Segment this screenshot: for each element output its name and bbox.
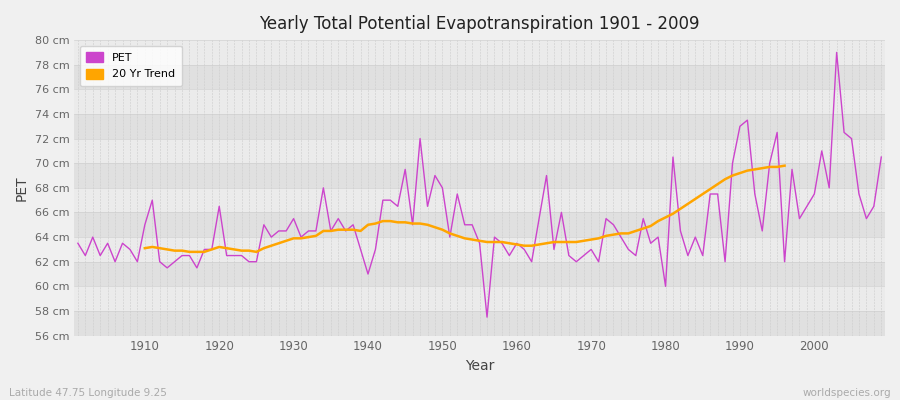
Text: Latitude 47.75 Longitude 9.25: Latitude 47.75 Longitude 9.25 bbox=[9, 388, 166, 398]
Bar bbox=[74, 114, 885, 139]
Bar bbox=[74, 237, 885, 262]
X-axis label: Year: Year bbox=[465, 359, 494, 373]
Bar bbox=[74, 139, 885, 163]
Legend: PET, 20 Yr Trend: PET, 20 Yr Trend bbox=[80, 46, 182, 86]
Text: worldspecies.org: worldspecies.org bbox=[803, 388, 891, 398]
PET bbox=[73, 241, 84, 246]
PET bbox=[876, 155, 886, 160]
Title: Yearly Total Potential Evapotranspiration 1901 - 2009: Yearly Total Potential Evapotranspiratio… bbox=[259, 15, 700, 33]
Bar bbox=[74, 286, 885, 311]
Line: 20 Yr Trend: 20 Yr Trend bbox=[145, 166, 785, 252]
PET bbox=[832, 50, 842, 55]
Bar bbox=[74, 212, 885, 237]
Bar bbox=[74, 89, 885, 114]
PET bbox=[482, 315, 492, 320]
Bar bbox=[74, 311, 885, 336]
PET bbox=[518, 247, 529, 252]
20 Yr Trend bbox=[333, 227, 344, 232]
20 Yr Trend bbox=[251, 250, 262, 254]
20 Yr Trend bbox=[140, 246, 150, 250]
20 Yr Trend bbox=[288, 236, 299, 241]
PET bbox=[608, 222, 619, 227]
PET bbox=[511, 241, 522, 246]
Line: PET: PET bbox=[78, 52, 881, 317]
20 Yr Trend bbox=[467, 237, 478, 242]
PET bbox=[340, 228, 351, 233]
Bar bbox=[74, 65, 885, 89]
20 Yr Trend bbox=[415, 221, 426, 226]
Bar bbox=[74, 262, 885, 286]
Bar bbox=[74, 163, 885, 188]
Bar bbox=[74, 188, 885, 212]
PET bbox=[296, 235, 307, 240]
Y-axis label: PET: PET bbox=[15, 175, 29, 201]
PET bbox=[132, 259, 143, 264]
Bar bbox=[74, 40, 885, 65]
20 Yr Trend bbox=[184, 250, 195, 254]
20 Yr Trend bbox=[668, 211, 679, 216]
20 Yr Trend bbox=[779, 163, 790, 168]
